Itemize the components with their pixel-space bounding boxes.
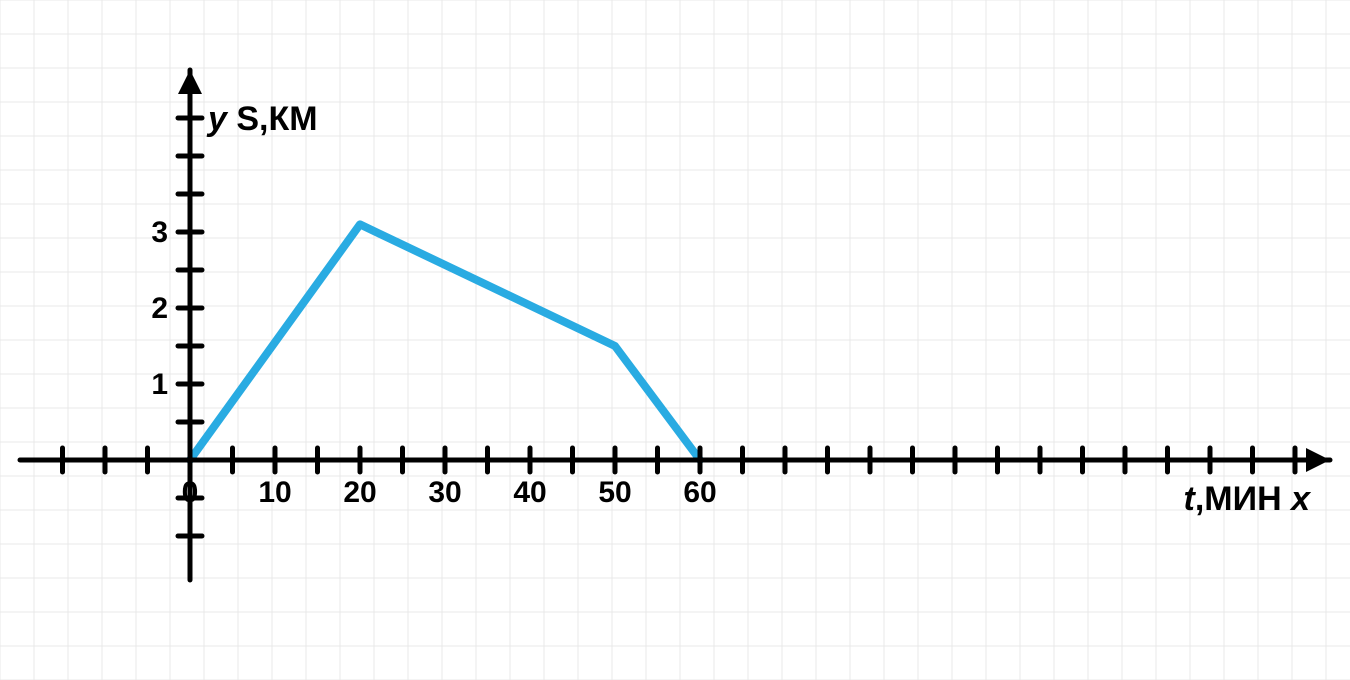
x-tick-label: 50 <box>598 476 631 509</box>
chart-svg: 0 10 20 30 40 50 60 1 2 3 y S,КМ t,МИН x <box>0 0 1350 680</box>
x-tick-label: 20 <box>343 476 376 509</box>
x-tick-label: 10 <box>258 476 291 509</box>
y-tick-label: 2 <box>151 292 168 325</box>
y-axis-arrow <box>178 70 202 94</box>
x-tick-label: 0 <box>182 476 199 509</box>
x-axis-label: t,МИН x <box>1184 480 1313 518</box>
y-tick-label: 1 <box>151 368 168 401</box>
data-series <box>190 224 700 460</box>
distance-time-chart: 0 10 20 30 40 50 60 1 2 3 y S,КМ t,МИН x <box>0 0 1350 680</box>
y-tick-label: 3 <box>151 216 168 249</box>
x-tick-label: 40 <box>513 476 546 509</box>
y-axis-label: y S,КМ <box>206 100 318 138</box>
x-tick-label: 60 <box>683 476 716 509</box>
x-tick-label: 30 <box>428 476 461 509</box>
